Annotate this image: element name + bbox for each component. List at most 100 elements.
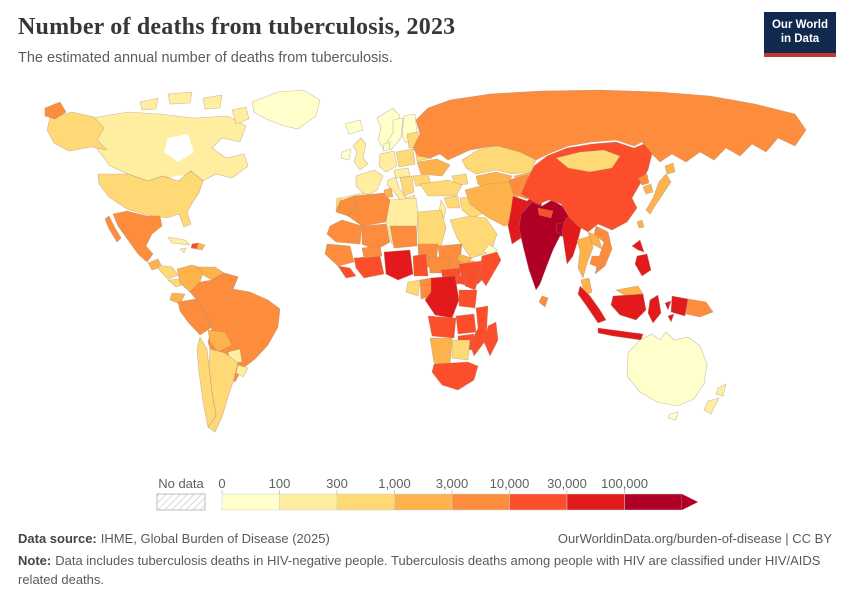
country-nepal[interactable]: [537, 207, 554, 219]
legend-tick-30000: 30,000: [547, 476, 587, 491]
country-mexico-baja[interactable]: [104, 215, 122, 243]
country-chile[interactable]: [196, 336, 217, 428]
legend-tick-10000: 10,000: [490, 476, 530, 491]
legend-bin-3[interactable]: [394, 493, 453, 511]
country-gabon[interactable]: [405, 279, 421, 297]
country-saudi-arabia[interactable]: [449, 215, 498, 259]
legend-bin-7[interactable]: [624, 493, 683, 511]
country-dominican-republic[interactable]: [196, 242, 206, 251]
chart-subtitle: The estimated annual number of deaths fr…: [18, 50, 393, 66]
country-uruguay[interactable]: [235, 364, 249, 378]
country-poland[interactable]: [395, 148, 416, 168]
country-turkey[interactable]: [419, 179, 463, 197]
country-tunisia[interactable]: [383, 187, 394, 198]
country-taiwan[interactable]: [636, 219, 645, 229]
source-link[interactable]: OurWorldinData.org/burden-of-disease | C…: [557, 531, 832, 546]
country-france[interactable]: [355, 169, 384, 197]
country-mozambique[interactable]: [469, 305, 489, 357]
country-sierra-leone-liberia[interactable]: [337, 265, 357, 279]
country-new-zealand[interactable]: [715, 383, 727, 397]
country-new-zealand[interactable]: [703, 397, 720, 415]
page-title: Number of deaths from tuberculosis, 2023: [18, 14, 456, 40]
country-niger[interactable]: [389, 225, 418, 249]
country-tanzania[interactable]: [458, 289, 478, 309]
country-australia-tasmania[interactable]: [667, 411, 679, 421]
country-canada-island[interactable]: [139, 97, 159, 111]
legend-bin-2[interactable]: [336, 493, 395, 511]
country-peru[interactable]: [177, 298, 213, 336]
country-russia-chukotka[interactable]: [44, 101, 67, 120]
country-egypt[interactable]: [417, 209, 447, 247]
country-sri-lanka[interactable]: [538, 295, 549, 308]
country-indonesia-kalimantan[interactable]: [610, 293, 647, 321]
country-iceland[interactable]: [344, 119, 364, 135]
country-mexico[interactable]: [112, 210, 163, 263]
country-canada-island[interactable]: [202, 94, 223, 110]
country-cambodia[interactable]: [589, 255, 606, 269]
country-papua-new-guinea[interactable]: [685, 298, 714, 318]
country-nigeria[interactable]: [383, 249, 414, 281]
world-map: [0, 86, 850, 471]
legend-bin-0[interactable]: [221, 493, 280, 511]
country-cote-divoire-ghana[interactable]: [353, 255, 385, 279]
country-canada-island[interactable]: [167, 91, 193, 105]
country-cameroon[interactable]: [412, 253, 429, 277]
country-indonesia-moluccas[interactable]: [664, 300, 672, 311]
country-usa-alaska[interactable]: [46, 111, 108, 152]
country-japan[interactable]: [645, 173, 672, 215]
country-china[interactable]: [520, 141, 653, 233]
country-indonesia-sulawesi[interactable]: [647, 294, 662, 324]
legend-tick-100: 100: [269, 476, 291, 491]
country-mongolia[interactable]: [555, 149, 621, 173]
country-germany[interactable]: [378, 150, 398, 173]
country-denmark[interactable]: [382, 141, 391, 152]
country-cuba[interactable]: [167, 236, 191, 246]
country-thailand[interactable]: [576, 235, 594, 279]
legend-bin-4[interactable]: [451, 493, 510, 511]
country-syria[interactable]: [443, 195, 461, 209]
legend-bin-6[interactable]: [566, 493, 625, 511]
country-angola[interactable]: [427, 315, 457, 339]
country-philippines[interactable]: [631, 239, 645, 253]
country-indonesia-java[interactable]: [597, 327, 644, 341]
country-jamaica[interactable]: [179, 247, 187, 254]
country-zambia[interactable]: [455, 313, 477, 335]
country-mali[interactable]: [361, 223, 391, 251]
country-ukraine[interactable]: [416, 158, 451, 177]
country-australia[interactable]: [626, 331, 708, 407]
legend-tick-3000: 3,000: [436, 476, 469, 491]
country-greenland[interactable]: [251, 89, 321, 130]
country-somalia[interactable]: [478, 251, 502, 287]
country-namibia[interactable]: [429, 337, 453, 366]
country-senegal-guinea[interactable]: [324, 243, 355, 267]
country-canada-island[interactable]: [231, 106, 250, 125]
owid-logo[interactable]: Our World in Data: [764, 12, 836, 57]
country-philippines[interactable]: [634, 253, 652, 277]
legend-tick-1000: 1,000: [378, 476, 411, 491]
no-data-swatch[interactable]: [156, 493, 206, 511]
country-czech-austria[interactable]: [393, 167, 411, 179]
country-dr-congo[interactable]: [424, 275, 460, 319]
country-sweden[interactable]: [386, 117, 404, 151]
country-burkina-faso[interactable]: [361, 245, 383, 259]
country-ireland[interactable]: [340, 148, 352, 161]
country-indonesia-sumatra[interactable]: [577, 285, 607, 324]
country-botswana[interactable]: [451, 339, 471, 361]
country-bolivia[interactable]: [207, 329, 233, 353]
country-indonesia-west-papua[interactable]: [670, 295, 689, 317]
country-balkans[interactable]: [399, 175, 415, 197]
country-uk[interactable]: [352, 137, 369, 171]
country-mauritania[interactable]: [326, 219, 363, 245]
country-indonesia-moluccas[interactable]: [667, 313, 675, 323]
country-kazakhstan[interactable]: [461, 145, 537, 175]
country-honduras-nicaragua[interactable]: [157, 264, 179, 280]
legend-bin-1[interactable]: [279, 493, 338, 511]
country-usa[interactable]: [97, 170, 204, 228]
legend-bin-5[interactable]: [509, 493, 568, 511]
country-south-korea[interactable]: [642, 183, 654, 195]
country-south-africa[interactable]: [431, 361, 479, 391]
country-madagascar[interactable]: [483, 321, 499, 357]
country-japan-hokkaido[interactable]: [664, 162, 676, 175]
country-north-korea[interactable]: [637, 173, 650, 186]
